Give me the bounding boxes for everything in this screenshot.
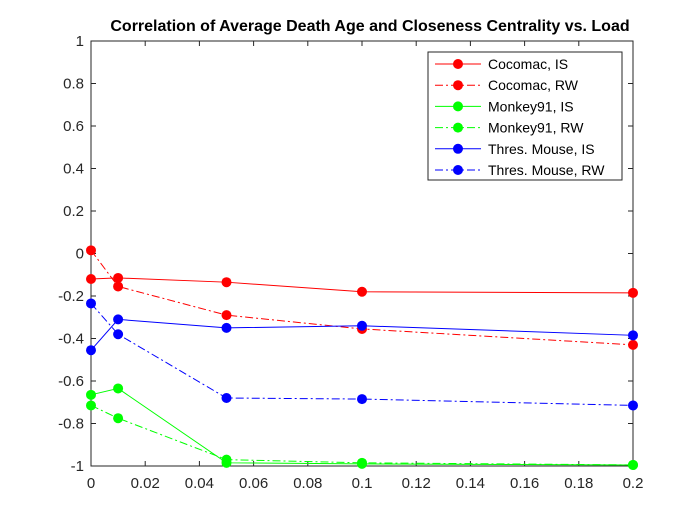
legend-label: Cocomac, RW <box>488 77 579 93</box>
y-tick-label: 0 <box>76 246 84 263</box>
data-point <box>628 339 638 350</box>
series-6 <box>86 298 638 411</box>
y-tick-label: 0.6 <box>63 118 84 135</box>
legend-label: Thres. Mouse, IS <box>488 141 595 157</box>
legend-marker <box>453 101 463 112</box>
data-point <box>628 459 638 470</box>
data-point <box>86 345 96 356</box>
data-point <box>357 457 367 468</box>
data-point <box>113 383 124 394</box>
x-tick-label: 0.16 <box>510 475 539 492</box>
legend: Cocomac, IS Cocomac, RW Monkey91, IS Monkey… <box>427 51 623 181</box>
legend-label: Thres. Mouse, RW <box>488 162 605 178</box>
legend-marker <box>453 143 463 154</box>
x-tick-label: 0.14 <box>456 475 485 492</box>
legend-entry: Monkey91, RW <box>435 120 584 136</box>
x-tick-label: 0.18 <box>564 475 593 492</box>
data-point <box>113 272 124 283</box>
y-tick-label: -0.2 <box>58 288 84 305</box>
legend-entry: Monkey91, IS <box>435 98 574 114</box>
legend-label: Monkey91, RW <box>488 120 584 136</box>
data-point <box>628 287 638 298</box>
data-point <box>221 310 232 321</box>
chart-title: Correlation of Average Death Age and Clo… <box>110 18 629 35</box>
x-tick-label: 0.02 <box>131 475 160 492</box>
legend-entry: Cocomac, RW <box>435 77 579 93</box>
data-point <box>357 394 367 405</box>
y-tick-label: -0.6 <box>58 373 84 390</box>
legend-marker <box>453 80 463 91</box>
series-layer <box>86 245 638 470</box>
data-point <box>86 245 96 256</box>
data-point <box>113 329 124 340</box>
x-tick-label: 0 <box>87 475 95 492</box>
x-tick-label: 0.1 <box>352 475 373 492</box>
legend-box <box>427 51 623 181</box>
data-point <box>628 330 638 341</box>
y-tick-label: 0.2 <box>63 203 84 220</box>
data-point <box>86 389 96 400</box>
data-point <box>86 274 96 284</box>
legend-entry: Cocomac, IS <box>435 56 568 72</box>
y-tick-label: -1 <box>71 458 84 475</box>
legend-entry: Thres. Mouse, RW <box>435 162 605 178</box>
legend-label: Cocomac, IS <box>488 56 568 72</box>
x-tick-label: 0.06 <box>239 475 268 492</box>
data-point <box>86 298 96 309</box>
y-tick-label: -0.4 <box>58 331 84 348</box>
y-tick-label: -0.8 <box>58 416 84 433</box>
data-point <box>221 322 232 333</box>
legend-marker <box>453 165 463 175</box>
data-point <box>357 286 367 297</box>
x-tick-label: 0.04 <box>185 475 214 492</box>
y-tick-label: 1 <box>76 33 84 50</box>
legend-marker <box>453 122 463 133</box>
data-point <box>221 393 232 403</box>
legend-entry: Thres. Mouse, IS <box>435 141 595 157</box>
data-point <box>357 320 367 331</box>
data-point <box>628 400 638 411</box>
data-point <box>113 281 124 292</box>
y-tick-label: 0.4 <box>63 161 84 178</box>
x-tick-label: 0.2 <box>623 475 644 492</box>
y-tick-label: 0.8 <box>63 76 84 93</box>
series-1 <box>86 272 638 298</box>
x-tick-label: 0.08 <box>293 475 322 492</box>
data-point <box>113 413 124 424</box>
series-4 <box>86 400 638 470</box>
x-tick-label: 0.12 <box>402 475 431 492</box>
data-point <box>86 400 96 411</box>
data-point <box>113 314 124 325</box>
series-5 <box>86 314 638 356</box>
data-point <box>221 454 232 465</box>
axes: 0 0.02 0.04 0.06 0.08 0.1 0.12 0.14 0.16 0.18 0.2 -… <box>58 33 643 492</box>
data-point <box>221 277 232 288</box>
legend-marker <box>453 59 463 69</box>
legend-label: Monkey91, IS <box>488 98 574 114</box>
